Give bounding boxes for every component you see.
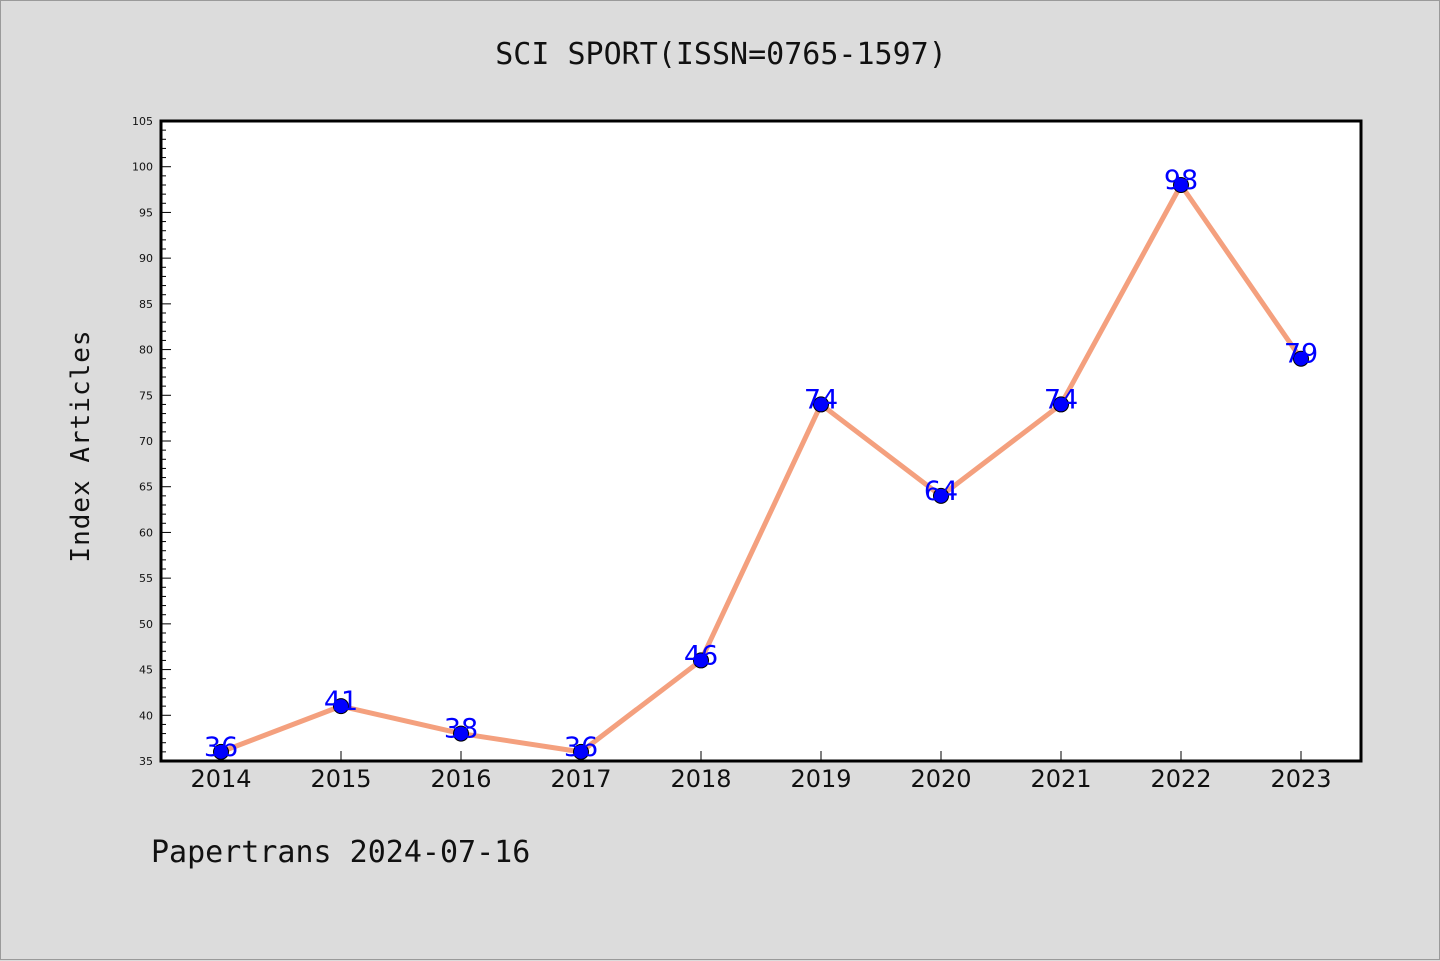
data-point (573, 743, 589, 760)
data-point (813, 396, 829, 413)
y-tick-label: 70 (139, 435, 153, 448)
data-label: 74 (804, 384, 838, 415)
data-label: 98 (1164, 165, 1198, 196)
y-tick-label: 60 (139, 526, 153, 539)
data-label: 46 (684, 640, 718, 671)
data-markers (213, 177, 1309, 760)
y-tick-label: 100 (132, 161, 153, 174)
data-point (333, 698, 349, 715)
x-tick-label: 2022 (1150, 765, 1211, 793)
data-point (933, 487, 949, 504)
x-tick-label: 2020 (910, 765, 971, 793)
y-tick-label: 55 (139, 572, 153, 585)
series-line (220, 182, 1304, 755)
data-label: 41 (324, 686, 358, 717)
y-tick-label: 65 (139, 481, 153, 494)
y-tick-label: 90 (139, 252, 153, 265)
x-tick-label: 2017 (550, 765, 611, 793)
data-label: 38 (444, 714, 478, 745)
x-tick-label: 2021 (1030, 765, 1091, 793)
y-tick-label: 105 (132, 115, 153, 128)
x-tick-label: 2023 (1270, 765, 1331, 793)
data-point (453, 725, 469, 742)
data-point (1293, 350, 1309, 367)
data-point (693, 652, 709, 669)
y-tick-label: 50 (139, 618, 153, 631)
data-label: 64 (924, 476, 958, 507)
data-point (1053, 396, 1069, 413)
y-axis-ticks: 35 40 45 50 55 60 65 70 75 80 85 90 95 100 105 (132, 115, 171, 768)
y-tick-label: 45 (139, 664, 153, 677)
y-tick-label: 35 (139, 755, 153, 768)
footer-credit: Papertrans 2024-07-16 (151, 835, 531, 870)
y-tick-label: 85 (139, 298, 153, 311)
data-label: 36 (564, 732, 598, 763)
data-point (213, 743, 229, 760)
y-tick-label: 95 (139, 206, 153, 219)
y-tick-label: 40 (139, 709, 153, 722)
data-label: 36 (204, 732, 238, 763)
x-tick-label: 2019 (790, 765, 851, 793)
y-tick-label: 80 (139, 344, 153, 357)
data-labels: 36 41 38 36 46 74 64 74 98 79 (204, 165, 1318, 763)
data-point (1173, 177, 1189, 193)
y-tick-label: 75 (139, 389, 153, 402)
x-tick-label: 2015 (310, 765, 371, 793)
x-tick-label: 2016 (430, 765, 491, 793)
chart-title: SCI SPORT(ISSN=0765-1597) (495, 37, 947, 72)
x-tick-label: 2014 (190, 765, 251, 793)
x-tick-label: 2018 (670, 765, 731, 793)
data-label: 74 (1044, 384, 1078, 415)
plot-area (159, 119, 1363, 763)
data-label: 79 (1284, 339, 1318, 370)
x-axis-ticks: 2014 2015 2016 2017 2018 2019 2020 2021 2022 2023 (190, 751, 1332, 793)
